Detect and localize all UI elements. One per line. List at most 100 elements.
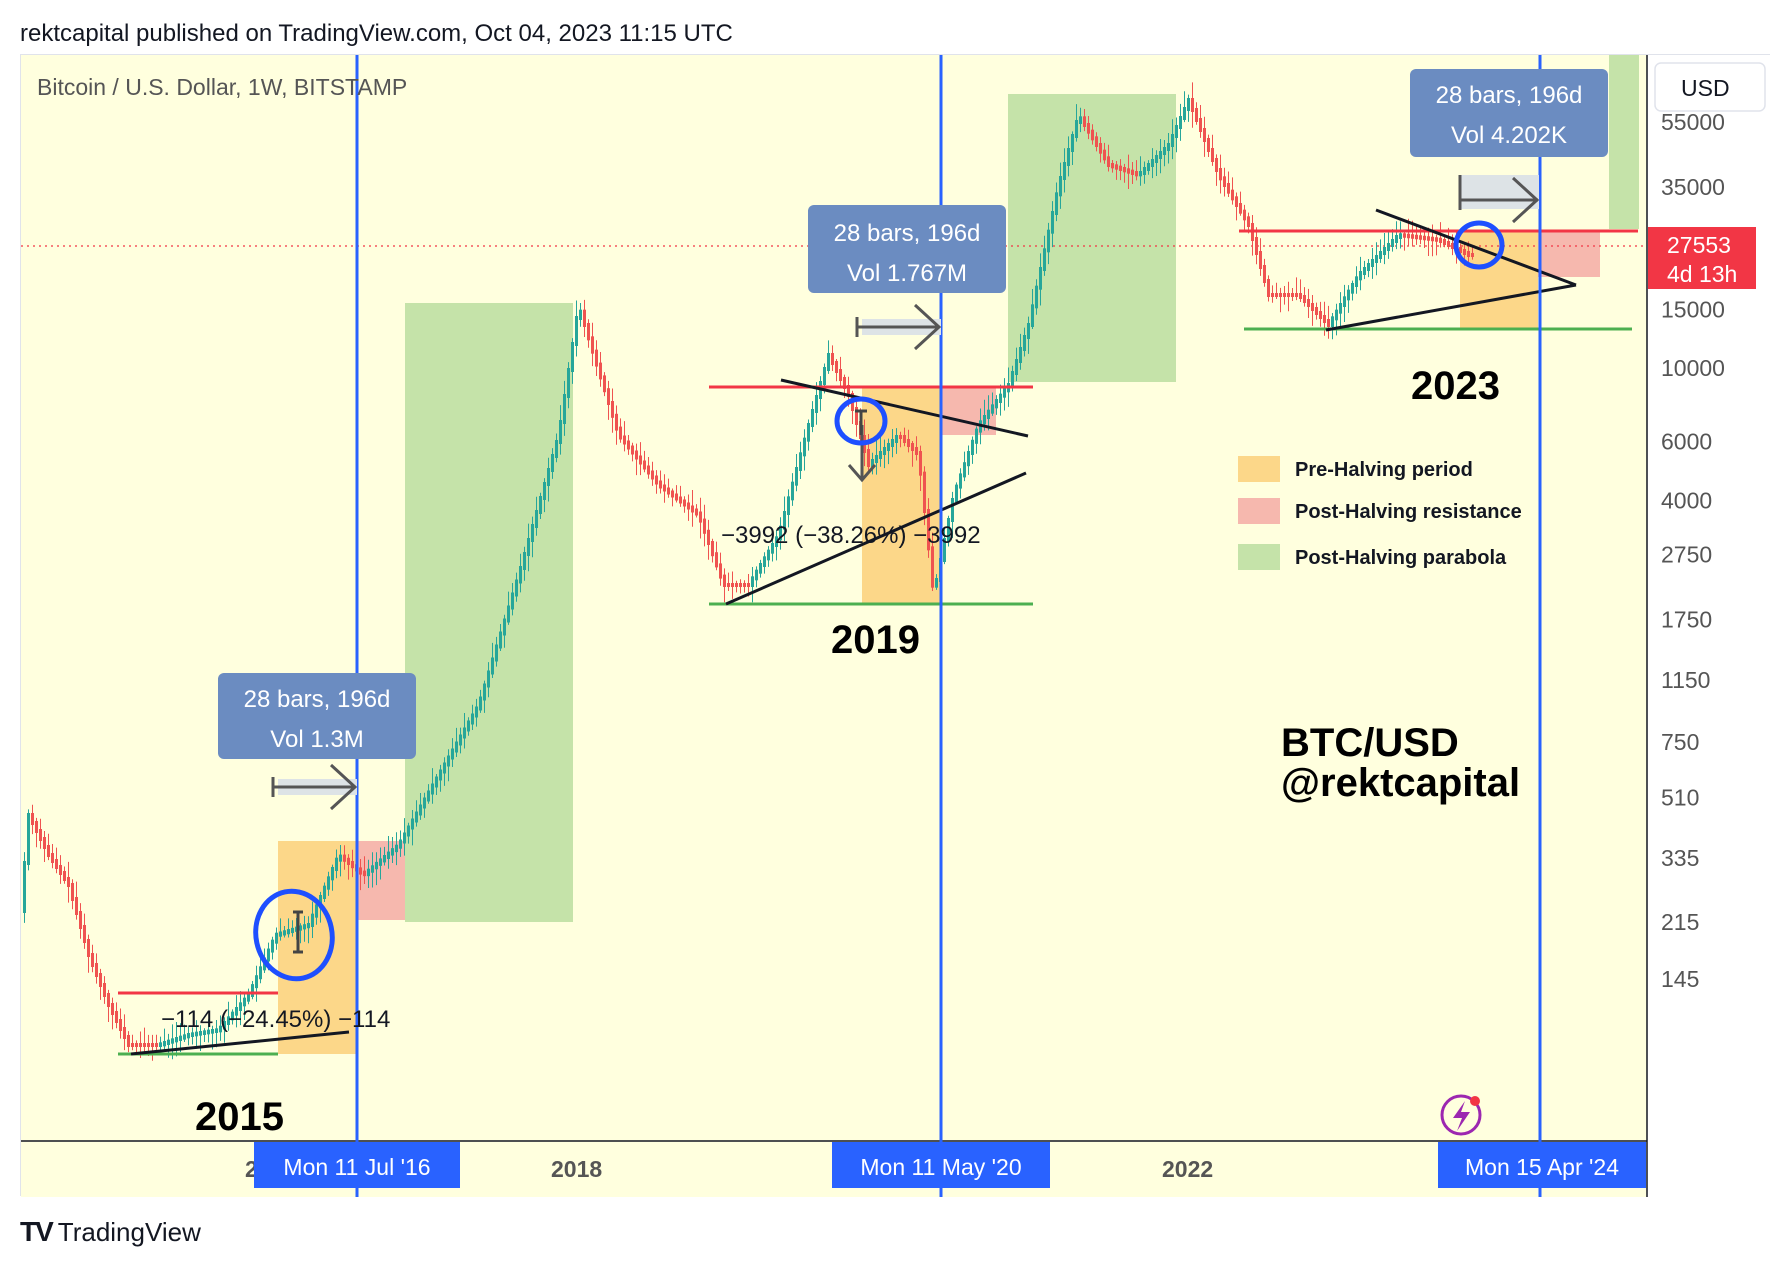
candle-body xyxy=(1027,323,1030,339)
candle-body xyxy=(567,368,570,398)
price-tick-label: 510 xyxy=(1661,784,1699,810)
candle-body xyxy=(1395,235,1398,243)
measure-box-2020[interactable]: 28 bars, 196d Vol 1.767M xyxy=(808,205,1006,293)
price-tick-label: 1150 xyxy=(1661,667,1710,693)
legend-pre-halving: Pre-Halving period xyxy=(1295,459,1473,481)
candle-body xyxy=(747,583,750,587)
candle-body xyxy=(923,471,926,513)
candle-body xyxy=(1331,316,1334,327)
candle-body xyxy=(959,473,962,489)
candle-body xyxy=(1435,237,1438,242)
current-price-countdown: 4d 13h xyxy=(1667,261,1737,287)
candle-body xyxy=(771,543,774,554)
candle-body xyxy=(1359,271,1362,281)
symbol-title: Bitcoin / U.S. Dollar, 1W, BITSTAMP xyxy=(37,74,407,100)
candle-body xyxy=(95,963,98,977)
publish-header: rektcapital published on TradingView.com… xyxy=(20,20,733,47)
candle-body xyxy=(43,837,46,849)
candle-body xyxy=(167,1039,170,1045)
legend-swatch-pre-halving xyxy=(1238,456,1280,482)
candle-body xyxy=(299,925,302,931)
candle-body xyxy=(419,804,422,816)
candle-body xyxy=(1091,129,1094,141)
candle-body xyxy=(547,468,550,486)
candle-body xyxy=(1439,237,1442,243)
candle-body xyxy=(503,618,506,636)
candle-body xyxy=(1323,315,1326,323)
footer-brand[interactable]: TV TradingView xyxy=(20,1216,201,1248)
chart-frame[interactable]: −114 (−24.45%) −114 −3992 (−38.26%) −399… xyxy=(20,54,1771,1197)
candle-body xyxy=(1155,155,1158,163)
watermark-symbol: BTC/USD xyxy=(1281,721,1459,765)
candle-body xyxy=(155,1043,158,1047)
candle-body xyxy=(1387,243,1390,251)
candle-body xyxy=(899,435,902,439)
candle-body xyxy=(1255,237,1258,255)
candle-body xyxy=(835,361,838,373)
candle-body xyxy=(1467,251,1470,257)
candle-body xyxy=(1459,247,1462,253)
candle-body xyxy=(763,556,766,567)
candle-body xyxy=(1215,158,1218,172)
candle-body xyxy=(1311,303,1314,311)
candle-body xyxy=(1347,289,1350,301)
lightning-icon[interactable] xyxy=(1440,1094,1482,1136)
candle-body xyxy=(451,748,454,760)
candle-body xyxy=(387,851,390,859)
candle-body xyxy=(719,563,722,579)
candle-body xyxy=(211,1029,214,1034)
candle-body xyxy=(759,563,762,574)
candle-body xyxy=(455,741,458,753)
candle-body xyxy=(995,399,998,409)
candle-body xyxy=(1235,196,1238,207)
candle-body xyxy=(687,502,690,510)
halving-date-2020: Mon 11 May '20 xyxy=(860,1154,1021,1180)
candle-body xyxy=(987,409,990,419)
candle-body xyxy=(1031,304,1034,327)
candle-body xyxy=(639,455,642,465)
candle-body xyxy=(1279,293,1282,297)
candle-body xyxy=(1315,307,1318,315)
candle-body xyxy=(679,496,682,504)
measure-box-2024[interactable]: 28 bars, 196d Vol 4.202K xyxy=(1410,69,1608,157)
cycle-label-2015: 2015 xyxy=(195,1095,284,1139)
candle-body xyxy=(971,439,974,455)
trendline-2019-upper xyxy=(780,378,1029,438)
candle-body xyxy=(1471,253,1474,257)
candle-body xyxy=(1179,116,1182,129)
candle-body xyxy=(1139,171,1142,177)
candle-body xyxy=(803,437,806,457)
candle-body xyxy=(575,316,578,346)
candle-body xyxy=(171,1038,174,1044)
candle-body xyxy=(1067,148,1070,166)
measure-arrow-2020 xyxy=(855,303,942,351)
candle-body xyxy=(287,929,290,935)
candle-body xyxy=(67,877,70,887)
candle-body xyxy=(1351,283,1354,294)
candle-body xyxy=(1363,267,1366,275)
price-scale[interactable]: USD 55000 35000 15000 10000 6000 4000 2750 1750… xyxy=(1648,62,1766,992)
candle-body xyxy=(727,583,730,587)
candle-body xyxy=(919,451,922,476)
measure-box-2020-vol: Vol 1.767M xyxy=(847,260,967,287)
candle-body xyxy=(1019,347,1022,363)
time-scale[interactable]: 2 2018 2022 Mon 11 Jul '16 Mon 11 May '2… xyxy=(245,1142,1646,1188)
candle-body xyxy=(943,538,946,562)
price-tick-label: 215 xyxy=(1661,909,1699,935)
trendlines xyxy=(130,208,1577,1056)
candle-body xyxy=(1163,147,1166,155)
candle-body xyxy=(1295,293,1298,297)
price-tick-label: 35000 xyxy=(1661,174,1725,200)
candle-body xyxy=(843,377,846,389)
measure-box-2016[interactable]: 28 bars, 196d Vol 1.3M xyxy=(218,673,416,759)
candle-body xyxy=(975,428,978,444)
candle-body xyxy=(1231,189,1234,201)
candle-body xyxy=(831,353,834,365)
measure-arrow-2016 xyxy=(271,763,358,811)
candle-body xyxy=(1307,299,1310,307)
currency-button[interactable]: USD xyxy=(1654,62,1766,112)
price-chart[interactable]: −114 (−24.45%) −114 −3992 (−38.26%) −399… xyxy=(21,55,1771,1197)
candle-body xyxy=(1443,239,1446,245)
candle-body xyxy=(247,993,250,1002)
candle-body xyxy=(1071,134,1074,152)
